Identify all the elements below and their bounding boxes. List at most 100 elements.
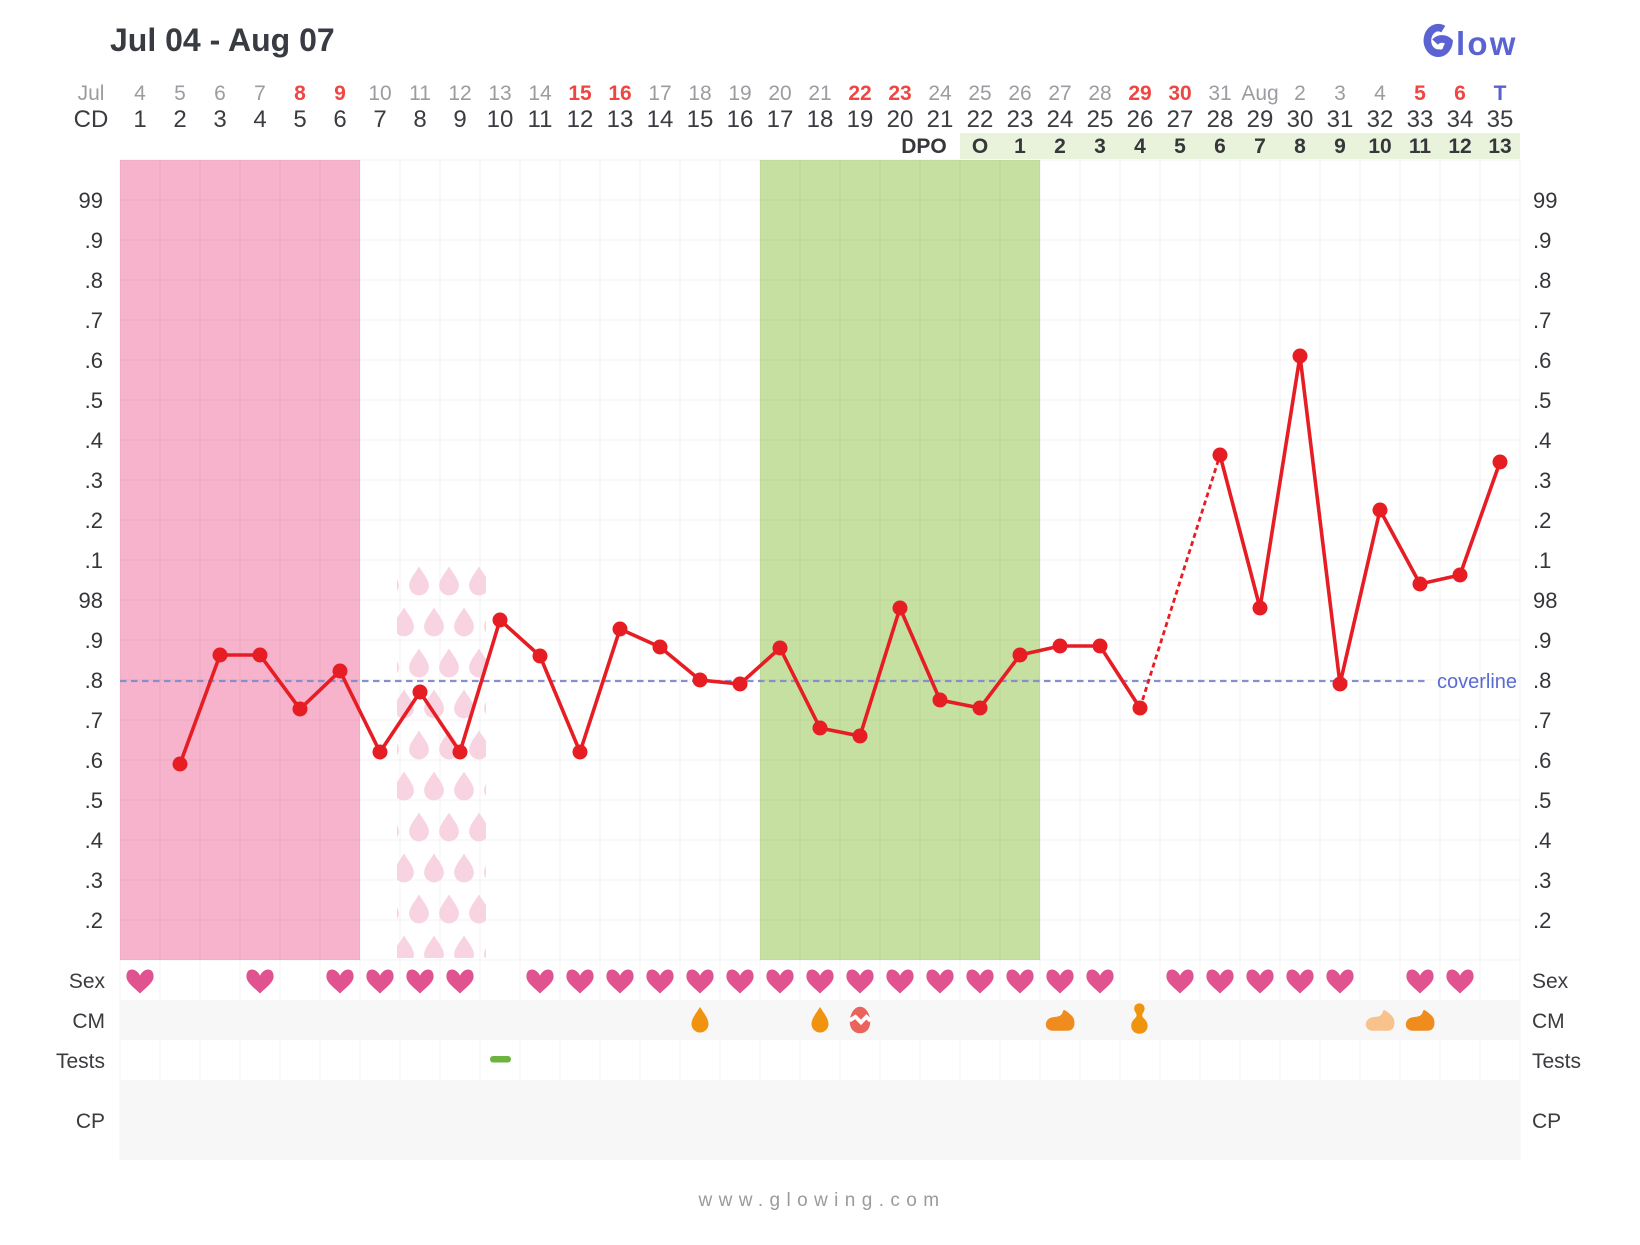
svg-text:Jul: Jul xyxy=(78,82,105,105)
svg-text:Sex: Sex xyxy=(69,970,106,993)
svg-text:14: 14 xyxy=(647,106,674,133)
svg-text:25: 25 xyxy=(1087,106,1114,133)
svg-text:.4: .4 xyxy=(1533,428,1551,453)
svg-text:CM: CM xyxy=(1532,1010,1565,1033)
svg-text:DPO: DPO xyxy=(901,135,947,158)
svg-text:.1: .1 xyxy=(85,548,103,573)
svg-text:Tests: Tests xyxy=(56,1050,105,1073)
svg-text:25: 25 xyxy=(968,82,991,105)
svg-text:.4: .4 xyxy=(85,828,103,853)
svg-text:4: 4 xyxy=(253,106,266,133)
svg-text:98: 98 xyxy=(79,588,103,613)
svg-text:9: 9 xyxy=(453,106,466,133)
svg-text:.4: .4 xyxy=(85,428,103,453)
svg-text:.3: .3 xyxy=(85,468,103,493)
svg-text:11: 11 xyxy=(1409,135,1432,158)
svg-text:29: 29 xyxy=(1247,106,1274,133)
svg-text:2: 2 xyxy=(1054,135,1066,158)
svg-text:6: 6 xyxy=(214,82,226,105)
svg-text:19: 19 xyxy=(847,106,874,133)
svg-text:.9: .9 xyxy=(85,228,103,253)
svg-text:O: O xyxy=(972,135,988,158)
svg-text:6: 6 xyxy=(1214,135,1226,158)
svg-text:9: 9 xyxy=(1334,135,1346,158)
svg-text:20: 20 xyxy=(768,82,791,105)
svg-text:3: 3 xyxy=(1334,82,1346,105)
svg-text:CP: CP xyxy=(76,1110,105,1133)
svg-text:Tests: Tests xyxy=(1532,1050,1581,1073)
svg-text:8: 8 xyxy=(413,106,426,133)
svg-text:7: 7 xyxy=(373,106,386,133)
svg-text:14: 14 xyxy=(528,82,552,105)
svg-text:99: 99 xyxy=(1533,188,1557,213)
svg-text:T: T xyxy=(1494,82,1507,105)
svg-text:26: 26 xyxy=(1127,106,1154,133)
svg-text:CD: CD xyxy=(74,106,109,133)
svg-text:Jul 04 - Aug 07: Jul 04 - Aug 07 xyxy=(110,22,335,58)
svg-text:8: 8 xyxy=(294,82,306,105)
svg-text:28: 28 xyxy=(1207,106,1234,133)
svg-text:.6: .6 xyxy=(85,748,103,773)
svg-text:20: 20 xyxy=(887,106,914,133)
svg-text:31: 31 xyxy=(1208,82,1231,105)
svg-text:4: 4 xyxy=(1374,82,1386,105)
svg-text:.5: .5 xyxy=(1533,388,1551,413)
svg-text:2: 2 xyxy=(173,106,186,133)
svg-text:3: 3 xyxy=(1094,135,1106,158)
svg-text:8: 8 xyxy=(1294,135,1306,158)
svg-text:1: 1 xyxy=(1014,135,1026,158)
svg-text:34: 34 xyxy=(1447,106,1474,133)
svg-text:99: 99 xyxy=(79,188,103,213)
svg-text:24: 24 xyxy=(1047,106,1074,133)
svg-text:16: 16 xyxy=(608,82,631,105)
svg-text:12: 12 xyxy=(567,106,594,133)
svg-text:.1: .1 xyxy=(1533,548,1551,573)
svg-text:.3: .3 xyxy=(85,868,103,893)
svg-text:.8: .8 xyxy=(1533,668,1551,693)
svg-text:7: 7 xyxy=(1254,135,1266,158)
svg-text:CM: CM xyxy=(72,1010,105,1033)
svg-text:.9: .9 xyxy=(85,628,103,653)
svg-text:Aug: Aug xyxy=(1241,82,1278,105)
svg-text:.9: .9 xyxy=(1533,228,1551,253)
svg-text:www.glowing.com: www.glowing.com xyxy=(698,1190,946,1211)
svg-text:13: 13 xyxy=(488,82,511,105)
svg-text:4: 4 xyxy=(134,82,146,105)
svg-text:.7: .7 xyxy=(1533,708,1551,733)
svg-text:33: 33 xyxy=(1407,106,1434,133)
svg-text:15: 15 xyxy=(568,82,592,105)
svg-text:18: 18 xyxy=(688,82,711,105)
svg-text:.8: .8 xyxy=(85,668,103,693)
svg-text:10: 10 xyxy=(487,106,514,133)
svg-text:32: 32 xyxy=(1367,106,1394,133)
svg-text:1: 1 xyxy=(133,106,146,133)
svg-text:12: 12 xyxy=(448,82,471,105)
svg-text:27: 27 xyxy=(1167,106,1194,133)
svg-text:6: 6 xyxy=(333,106,346,133)
svg-text:98: 98 xyxy=(1533,588,1557,613)
svg-text:5: 5 xyxy=(1174,135,1186,158)
svg-text:5: 5 xyxy=(293,106,306,133)
svg-text:.7: .7 xyxy=(85,708,103,733)
svg-text:.6: .6 xyxy=(85,348,103,373)
svg-text:4: 4 xyxy=(1134,135,1146,158)
svg-text:5: 5 xyxy=(174,82,186,105)
svg-text:11: 11 xyxy=(528,106,553,133)
svg-text:coverline: coverline xyxy=(1437,671,1517,693)
svg-text:22: 22 xyxy=(848,82,871,105)
svg-text:27: 27 xyxy=(1048,82,1071,105)
svg-text:10: 10 xyxy=(368,82,391,105)
svg-text:low: low xyxy=(1456,25,1518,62)
svg-text:.8: .8 xyxy=(1533,268,1551,293)
svg-text:.5: .5 xyxy=(1533,788,1551,813)
svg-text:31: 31 xyxy=(1327,106,1354,133)
svg-text:21: 21 xyxy=(808,82,831,105)
svg-text:.3: .3 xyxy=(1533,868,1551,893)
svg-text:15: 15 xyxy=(687,106,714,133)
svg-text:30: 30 xyxy=(1287,106,1314,133)
svg-text:.2: .2 xyxy=(85,908,103,933)
svg-text:.5: .5 xyxy=(85,788,103,813)
svg-text:9: 9 xyxy=(334,82,346,105)
svg-text:29: 29 xyxy=(1128,82,1151,105)
svg-text:6: 6 xyxy=(1454,82,1466,105)
